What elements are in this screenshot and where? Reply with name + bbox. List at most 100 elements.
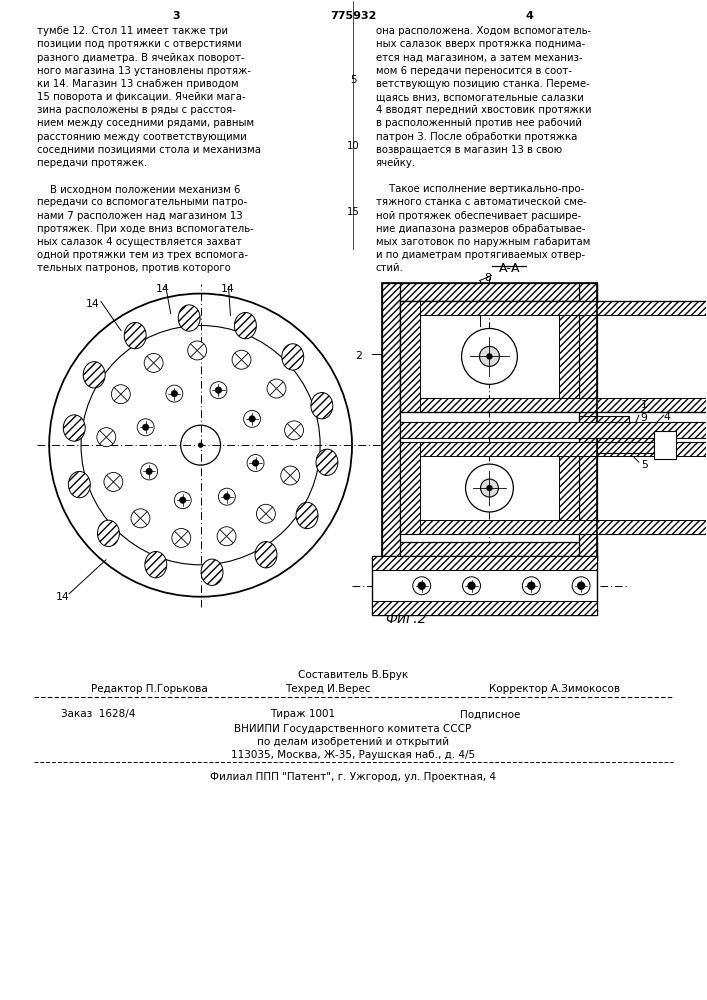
Text: и по диаметрам протягиваемых отвер-: и по диаметрам протягиваемых отвер- bbox=[376, 250, 585, 260]
Text: мых заготовок по наружным габаритам: мых заготовок по наружным габаритам bbox=[376, 237, 590, 247]
Text: Редактор П.Горькова: Редактор П.Горькова bbox=[91, 684, 208, 694]
Circle shape bbox=[217, 527, 236, 546]
Bar bbox=[579, 283, 597, 560]
Circle shape bbox=[522, 577, 540, 595]
Ellipse shape bbox=[98, 520, 119, 547]
Bar bbox=[400, 301, 420, 412]
Circle shape bbox=[528, 582, 534, 589]
Text: 2: 2 bbox=[355, 351, 362, 361]
Bar bbox=[382, 283, 400, 560]
Circle shape bbox=[97, 428, 116, 447]
Text: 14: 14 bbox=[221, 284, 234, 294]
Text: Такое исполнение вертикально-про-: Такое исполнение вертикально-про- bbox=[376, 184, 584, 194]
Text: ки 14. Магазин 13 снабжен приводом: ки 14. Магазин 13 снабжен приводом bbox=[37, 79, 239, 89]
Circle shape bbox=[249, 416, 255, 422]
Text: ется над магазином, а затем механиз-: ется над магазином, а затем механиз- bbox=[376, 53, 583, 63]
Text: В исходном положении механизм 6: В исходном положении механизм 6 bbox=[37, 184, 241, 194]
Circle shape bbox=[468, 582, 475, 589]
Text: разного диаметра. В ячейках поворот-: разного диаметра. В ячейках поворот- bbox=[37, 53, 245, 63]
Text: Составитель В.Брук: Составитель В.Брук bbox=[298, 670, 408, 680]
Circle shape bbox=[146, 468, 152, 475]
Bar bbox=[420, 442, 707, 456]
Circle shape bbox=[285, 421, 303, 440]
Text: в расположенный против нее рабочий: в расположенный против нее рабочий bbox=[376, 118, 582, 128]
Text: расстоянию между соответствующими: расстоянию между соответствующими bbox=[37, 132, 247, 142]
Text: ного магазина 13 установлены протяж-: ного магазина 13 установлены протяж- bbox=[37, 66, 251, 76]
Circle shape bbox=[481, 479, 498, 497]
Bar bbox=[400, 422, 707, 438]
Text: Корректор А.Зимокосов: Корректор А.Зимокосов bbox=[489, 684, 621, 694]
Text: нием между соседними рядами, равным: нием между соседними рядами, равным bbox=[37, 118, 255, 128]
Text: ние диапазона размеров обрабатывае-: ние диапазона размеров обрабатывае- bbox=[376, 224, 585, 234]
Text: мом 6 передачи переносится в соот-: мом 6 передачи переносится в соот- bbox=[376, 66, 572, 76]
Bar bbox=[400, 442, 420, 534]
Text: тумбе 12. Стол 11 имеет также три: тумбе 12. Стол 11 имеет также три bbox=[37, 26, 228, 36]
Text: 4: 4 bbox=[525, 11, 533, 21]
Text: Тираж 1001: Тираж 1001 bbox=[270, 709, 335, 719]
Ellipse shape bbox=[311, 393, 333, 419]
Circle shape bbox=[232, 350, 251, 369]
Text: позиции под протяжки с отверстиями: позиции под протяжки с отверстиями bbox=[37, 39, 242, 49]
Circle shape bbox=[281, 466, 300, 485]
Circle shape bbox=[223, 493, 230, 500]
Bar bbox=[559, 301, 579, 412]
Bar bbox=[372, 601, 597, 615]
Bar bbox=[654, 431, 676, 459]
Circle shape bbox=[257, 504, 275, 523]
Ellipse shape bbox=[255, 542, 277, 568]
Bar bbox=[372, 556, 597, 570]
Circle shape bbox=[487, 354, 492, 359]
Text: Филиал ППП "Патент", г. Ужгород, ул. Проектная, 4: Филиал ППП "Патент", г. Ужгород, ул. Про… bbox=[210, 772, 496, 782]
Text: щаясь вниз, вспомогательные салазки: щаясь вниз, вспомогательные салазки bbox=[376, 92, 584, 102]
Ellipse shape bbox=[69, 471, 90, 498]
Text: А-А: А-А bbox=[498, 262, 520, 275]
Circle shape bbox=[210, 382, 227, 399]
Text: 113035, Москва, Ж-35, Раушская наб., д. 4/5: 113035, Москва, Ж-35, Раушская наб., д. … bbox=[231, 750, 475, 760]
Circle shape bbox=[252, 460, 259, 466]
Text: Фиг.2: Фиг.2 bbox=[385, 612, 426, 626]
Text: ных салазок 4 осуществляется захват: ных салазок 4 осуществляется захват bbox=[37, 237, 242, 247]
Bar bbox=[382, 542, 597, 560]
Text: ных салазок вверх протяжка поднима-: ных салазок вверх протяжка поднима- bbox=[376, 39, 585, 49]
Bar bbox=[400, 301, 707, 412]
Circle shape bbox=[180, 497, 186, 503]
Ellipse shape bbox=[296, 502, 318, 529]
Circle shape bbox=[218, 488, 235, 505]
Text: 1: 1 bbox=[641, 400, 648, 410]
Text: 15: 15 bbox=[346, 207, 359, 217]
Circle shape bbox=[413, 577, 431, 595]
Circle shape bbox=[572, 577, 590, 595]
Circle shape bbox=[465, 464, 513, 512]
Text: 4 вводят передний хвостовик протяжки: 4 вводят передний хвостовик протяжки bbox=[376, 105, 592, 115]
Ellipse shape bbox=[83, 362, 105, 388]
Text: ВНИИПИ Государственного комитета СССР: ВНИИПИ Государственного комитета СССР bbox=[235, 724, 472, 734]
Text: Заказ  1628/4: Заказ 1628/4 bbox=[61, 709, 136, 719]
Circle shape bbox=[215, 387, 222, 393]
Bar bbox=[372, 556, 597, 615]
Bar bbox=[400, 442, 707, 534]
Text: 14: 14 bbox=[56, 592, 70, 602]
Circle shape bbox=[131, 509, 150, 528]
Text: возвращается в магазин 13 в свою: возвращается в магазин 13 в свою bbox=[376, 145, 562, 155]
Circle shape bbox=[112, 385, 130, 404]
Text: 9: 9 bbox=[641, 413, 648, 423]
Circle shape bbox=[267, 379, 286, 398]
Bar bbox=[382, 283, 597, 560]
Text: по делам изобретений и открытий: по делам изобретений и открытий bbox=[257, 737, 449, 747]
Circle shape bbox=[144, 353, 163, 372]
Ellipse shape bbox=[64, 415, 86, 441]
Circle shape bbox=[172, 528, 191, 547]
Text: одной протяжки тем из трех вспомога-: одной протяжки тем из трех вспомога- bbox=[37, 250, 248, 260]
Circle shape bbox=[137, 419, 154, 436]
Ellipse shape bbox=[145, 551, 167, 578]
Circle shape bbox=[188, 341, 206, 360]
Text: патрон 3. После обработки протяжка: патрон 3. После обработки протяжка bbox=[376, 132, 578, 142]
Text: 3: 3 bbox=[172, 11, 180, 21]
Bar bbox=[420, 301, 707, 315]
Circle shape bbox=[142, 424, 149, 431]
Circle shape bbox=[166, 385, 183, 402]
Bar bbox=[420, 398, 707, 412]
Text: 5: 5 bbox=[350, 75, 356, 85]
Text: нами 7 расположен над магазином 13: нами 7 расположен над магазином 13 bbox=[37, 211, 243, 221]
Text: 8: 8 bbox=[484, 273, 491, 283]
